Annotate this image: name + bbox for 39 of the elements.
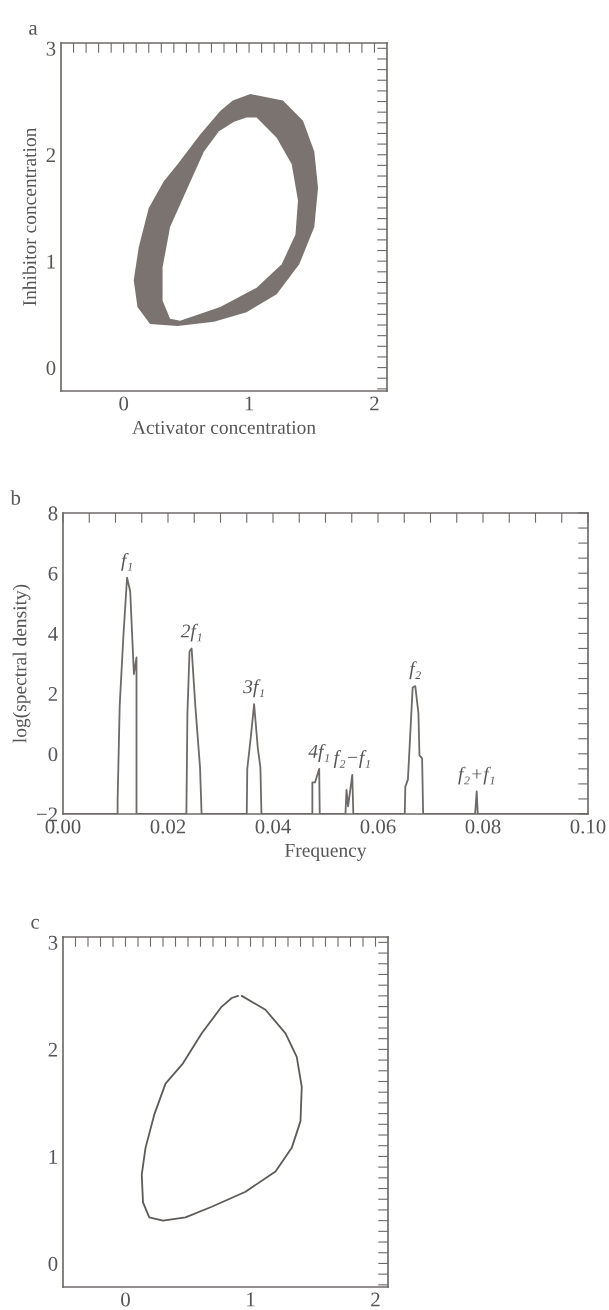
x-tick-label: 1: [245, 396, 254, 411]
y-tick-label: 0: [48, 747, 58, 762]
x-axis-title: Frequency: [285, 844, 367, 861]
x-axis-title: Activator concentration: [132, 420, 316, 434]
y-tick-label: 8: [48, 506, 58, 521]
annotation: f₂: [409, 661, 421, 680]
y-tick-label: 3: [46, 41, 56, 56]
x-tick-label: 0.04: [255, 819, 291, 834]
y-tick-label: 0: [46, 360, 56, 376]
x-tick-label: 0: [119, 396, 129, 411]
chart-title: b: [10, 490, 21, 505]
x-tick-label: 1: [247, 1292, 255, 1307]
x-tick-label: 0.02: [150, 819, 186, 834]
annotation: 3f₁: [243, 679, 264, 698]
y-tick-label: 3: [48, 935, 58, 950]
chart-title: c: [31, 918, 40, 929]
y-tick-label: 6: [48, 566, 58, 581]
y-axis-title: log(spectral density): [12, 584, 31, 743]
x-tick-label: 0.06: [360, 819, 396, 834]
x-tick-label: 2: [370, 396, 379, 411]
x-tick-label: 0.10: [570, 819, 606, 834]
line-series: [140, 994, 303, 1222]
y-tick-label: 0: [48, 1256, 58, 1271]
y-tick-label: 4: [48, 626, 58, 641]
annotation: f₂−f₁: [333, 750, 370, 768]
y-tick-label: 2: [46, 148, 55, 162]
y-axis-title: Inhibitor concentration: [22, 127, 37, 306]
y-tick-label: 2: [48, 1042, 57, 1057]
y-tick-label: 1: [49, 1149, 57, 1164]
chart-title: a: [29, 24, 38, 35]
annotation: 4f₁: [308, 744, 329, 762]
x-tick-label: 0.08: [465, 819, 501, 834]
x-tick-label: 2: [371, 1292, 380, 1307]
annotation: 2f₁: [180, 623, 202, 642]
annotation: f₁: [121, 552, 132, 571]
annotation: f₂+f₁: [458, 766, 495, 785]
x-tick-label: 0: [121, 1292, 130, 1307]
y-tick-label: 1: [47, 254, 55, 269]
y-tick-label: 2: [48, 687, 57, 701]
